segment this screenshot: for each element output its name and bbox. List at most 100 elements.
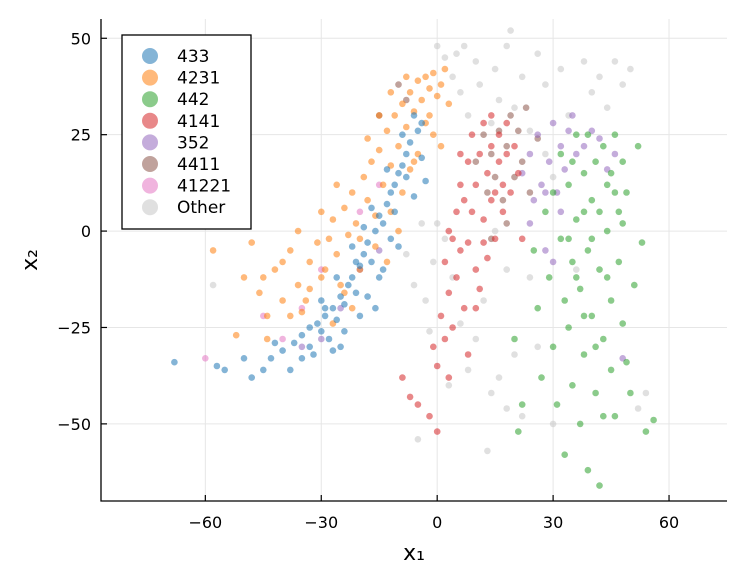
data-point [553,401,561,408]
data-point [603,104,611,111]
data-point [542,150,549,158]
data-point [561,166,568,173]
data-point [321,304,329,312]
data-point [507,27,514,34]
x-tick-label: 60 [659,513,679,532]
data-point [488,119,495,127]
data-point [542,189,549,196]
data-point [375,112,383,119]
data-point [364,239,371,246]
data-point [472,58,480,65]
series-442 [511,131,657,489]
data-point [318,335,325,343]
data-point [360,223,368,231]
data-point [611,412,619,420]
data-point [341,328,348,335]
data-point [464,366,472,374]
data-point [298,308,306,316]
legend-label: 4231 [177,69,220,89]
data-point [603,181,611,189]
data-point [306,324,314,331]
data-point [325,235,333,243]
data-point [418,154,426,162]
data-point [352,258,360,266]
data-point [607,366,615,374]
data-point [472,266,480,273]
data-point [457,89,464,96]
data-point [379,181,387,189]
data-point [271,266,279,273]
data-point [441,258,449,266]
legend-box [121,34,252,230]
data-point [290,339,298,347]
data-point [615,258,623,266]
data-point [333,181,341,189]
data-point [503,220,511,227]
axis-frame [100,19,727,502]
data-point [306,285,314,293]
data-point [294,227,302,235]
data-point [345,231,352,239]
data-point [372,243,379,250]
data-point [515,428,522,435]
data-point [364,135,371,142]
data-point [596,482,603,489]
data-point [491,235,499,243]
data-point [248,239,255,246]
data-point [430,131,437,138]
data-point [488,142,495,150]
data-point [569,112,576,119]
data-point [488,150,495,158]
data-point [526,150,534,158]
legend-label: 442 [177,90,209,110]
y-tick-label: 25 [71,126,91,145]
data-point [263,335,271,343]
data-point [399,189,406,196]
data-point [588,235,596,243]
data-point [445,100,453,108]
data-point [507,189,514,196]
data-point [495,131,503,138]
data-point [171,358,178,366]
data-point [511,335,518,343]
data-point [240,274,248,281]
data-point [491,173,499,181]
data-point [495,374,503,381]
data-point [549,420,557,428]
data-point [298,355,306,362]
data-point [499,181,507,189]
data-point [403,173,410,181]
data-point [538,181,545,189]
data-point [491,227,499,235]
legend-marker [142,134,158,151]
data-point [406,166,414,173]
data-point [611,150,619,158]
data-point [638,239,646,246]
data-point [422,297,429,304]
data-point [480,119,487,127]
data-point [580,208,588,216]
data-point [557,150,565,158]
data-point [557,208,565,216]
data-point [557,142,565,150]
data-point [584,247,592,254]
data-point [360,250,368,258]
data-point [588,196,596,204]
data-point [503,405,511,412]
data-point [445,289,453,297]
data-point [600,412,607,420]
legend-marker [142,177,158,194]
legend-label: Other [177,198,225,218]
legend-marker [142,69,158,86]
data-point [248,374,255,381]
data-point [298,331,306,339]
data-point [491,65,499,73]
data-point [611,58,619,65]
data-point [476,150,484,158]
data-point [596,266,603,273]
series-4141 [399,112,526,435]
data-point [341,301,348,308]
data-point [430,258,437,266]
data-point [403,250,410,258]
